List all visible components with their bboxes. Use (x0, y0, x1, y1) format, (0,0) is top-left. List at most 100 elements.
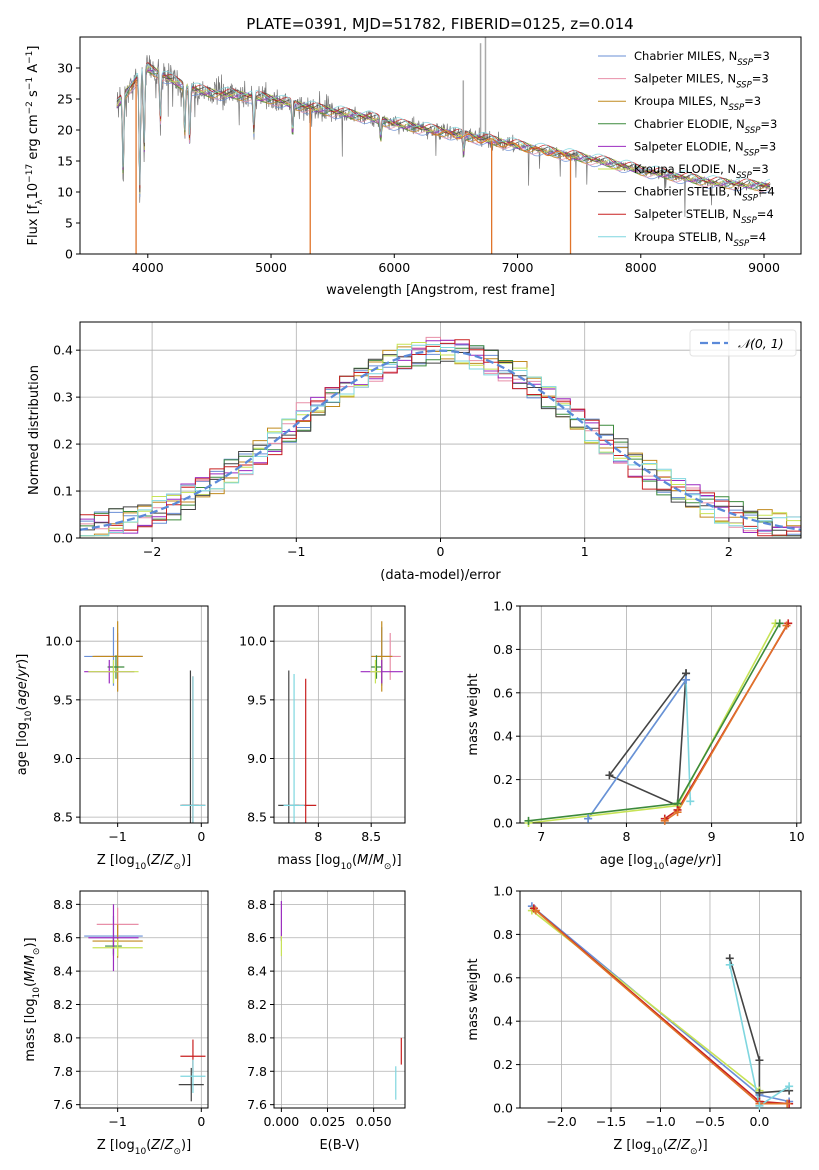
ebv_mass-panel: 0.000 0.025 0.050 7.6 7.8 8.0 8.2 8.4 8.6 8.8 E(B-… (247, 890, 406, 1153)
x-tick-label: 0.050 (356, 1114, 392, 1129)
y-tick-label: 0.4 (493, 729, 513, 744)
x-tick-label: −1 (287, 544, 305, 559)
legend-entry: Salpeter MILES, NSSP=3 (634, 72, 769, 91)
axes-frame (79, 605, 209, 824)
y-tick-label: 7.6 (53, 1097, 73, 1112)
y-tick-label: 8.4 (247, 964, 267, 979)
y-tick-label: 0.0 (493, 816, 513, 831)
y-tick-label: 15 (57, 154, 73, 169)
gaussian-curve (80, 349, 801, 531)
x-tick-label: −1 (108, 1114, 126, 1129)
x-tick-label: 0.000 (263, 1114, 299, 1129)
weight-marker (785, 1082, 794, 1091)
z-mass-x-axis-label: Z [log10(Z/Z⊙)] (97, 1138, 191, 1157)
x-tick-label: 9 (708, 829, 716, 844)
y-tick-label: 8.4 (53, 964, 73, 979)
y-tick-label: 10.0 (45, 634, 73, 649)
z-weight-y-axis-label: mass weight (466, 958, 481, 1040)
histogram-step (80, 347, 801, 538)
x-tick-label: 0.025 (310, 1114, 346, 1129)
weight-marker (782, 621, 791, 630)
z-weight-x-axis-label: Z [log10(Z/Z⊙)] (613, 1138, 707, 1157)
weight-line (528, 623, 777, 823)
axes-frame (79, 890, 209, 1109)
age-weight-x-axis-label: age [log10(age/yr)] (600, 853, 722, 872)
weight-marker (660, 816, 669, 825)
x-tick-label: −1.0 (645, 1114, 675, 1129)
z_age-panel: −1 0 8.5 9.0 9.5 10.0 Z [log10(Z/Z⊙)] age [log1… (15, 605, 209, 872)
x-tick-label: 8.5 (361, 829, 381, 844)
weight-marker (755, 1088, 764, 1097)
y-tick-label: 0.0 (53, 531, 73, 546)
x-tick-label: 7 (537, 829, 545, 844)
x-tick-label: 8 (622, 829, 630, 844)
y-tick-label: 0.6 (493, 970, 513, 985)
y-tick-label: 8.8 (53, 897, 73, 912)
y-tick-label: 0.4 (53, 343, 73, 358)
figure-title: PLATE=0391, MJD=51782, FIBERID=0125, z=0… (246, 15, 633, 33)
z-age-y-axis-label: age [log10(age/yr)] (15, 654, 34, 776)
y-tick-label: 8.6 (53, 930, 73, 945)
x-tick-label: 8000 (625, 260, 657, 275)
legend-entry: Chabrier STELIB, NSSP=4 (634, 185, 775, 204)
y-tick-label: 8.0 (53, 1030, 73, 1045)
x-tick-label: −1.5 (596, 1114, 626, 1129)
y-tick-label: 5 (65, 216, 73, 231)
z-mass-y-axis-label: mass [log10(M/M⊙)] (23, 937, 42, 1061)
weight-marker (725, 960, 734, 969)
weight-marker (686, 797, 695, 806)
spectrum-model-line (116, 66, 770, 195)
x-tick-label: −2.0 (546, 1114, 576, 1129)
y-tick-label: 0.2 (493, 1057, 513, 1072)
weight-marker (524, 816, 533, 825)
axes-frame (519, 605, 802, 824)
x-tick-label: 2 (725, 544, 733, 559)
y-tick-label: 0.4 (493, 1014, 513, 1029)
spectrum-model-line (116, 63, 771, 193)
legend-entry: Kroupa MILES, NSSP=3 (634, 94, 761, 113)
spectrum-data-line (116, 55, 771, 217)
y-tick-label: 0.1 (53, 484, 73, 499)
x-tick-label: 10 (789, 829, 805, 844)
weight-marker (584, 814, 593, 823)
z_mass-panel: −1 0 7.6 7.8 8.0 8.2 8.4 8.6 8.8 Z [log10(Z/Z⊙)] m… (23, 890, 209, 1157)
y-tick-label: 1.0 (493, 884, 513, 899)
weight-line (535, 909, 788, 1105)
residuals-plot-area (80, 336, 801, 538)
weight-marker (755, 1101, 764, 1110)
y-tick-label: 10.0 (239, 634, 267, 649)
x-tick-label: 9000 (748, 260, 780, 275)
y-tick-label: 9.5 (53, 692, 73, 707)
z-age-x-axis-label: Z [log10(Z/Z⊙)] (97, 853, 191, 872)
y-tick-label: 0.8 (493, 642, 513, 657)
mass-age-x-axis-label: mass [log10(M/M⊙)] (277, 853, 401, 872)
weight-line (533, 907, 790, 1105)
spectrum-x-axis-label: wavelength [Angstrom, rest frame] (326, 283, 555, 298)
axes-frame (79, 36, 802, 255)
y-tick-label: 8.2 (247, 997, 267, 1012)
x-tick-label: 0 (437, 544, 445, 559)
mass_age-plot-area (278, 621, 403, 823)
weight-marker (531, 906, 540, 915)
y-tick-label: 30 (57, 61, 73, 76)
z_weight-panel: −2.0 −1.5 −1.0 −0.5 0.0 0.0 0.2 0.4 0.6 0.8 1.0 Z [… (466, 884, 802, 1157)
legend-entry: Kroupa ELODIE, NSSP=3 (634, 162, 769, 181)
residuals-x-axis-label: (data-model)/error (380, 568, 501, 583)
histogram-step (80, 344, 801, 538)
residuals-panel: −2 −1 0 1 2 0.0 0.1 0.2 0.3 0.4 𝒩(0, 1) (data-model… (27, 321, 802, 583)
y-tick-label: 0.2 (493, 772, 513, 787)
x-tick-label: −1 (108, 829, 126, 844)
x-tick-label: 0 (197, 829, 205, 844)
spectrum-panel: 4000 5000 6000 7000 8000 9000 0 5 10 15 20 25 30 wave… (25, 36, 802, 298)
legend-entry: Kroupa STELIB, NSSP=4 (634, 230, 766, 249)
legend-entry: Salpeter STELIB, NSSP=4 (634, 207, 774, 226)
ebv-x-axis-label: E(B-V) (319, 1138, 359, 1153)
y-tick-label: 20 (57, 123, 73, 138)
y-tick-label: 0.0 (493, 1101, 513, 1116)
spectrum-plot-area (116, 37, 771, 254)
age_weight-panel: 7 8 9 10 0.0 0.2 0.4 0.6 0.8 1.0 age [log10(age/yr… (466, 599, 805, 873)
y-tick-label: 9.0 (53, 751, 73, 766)
x-tick-label: 0 (197, 1114, 205, 1129)
legend-entry: Chabrier MILES, NSSP=3 (634, 49, 770, 68)
